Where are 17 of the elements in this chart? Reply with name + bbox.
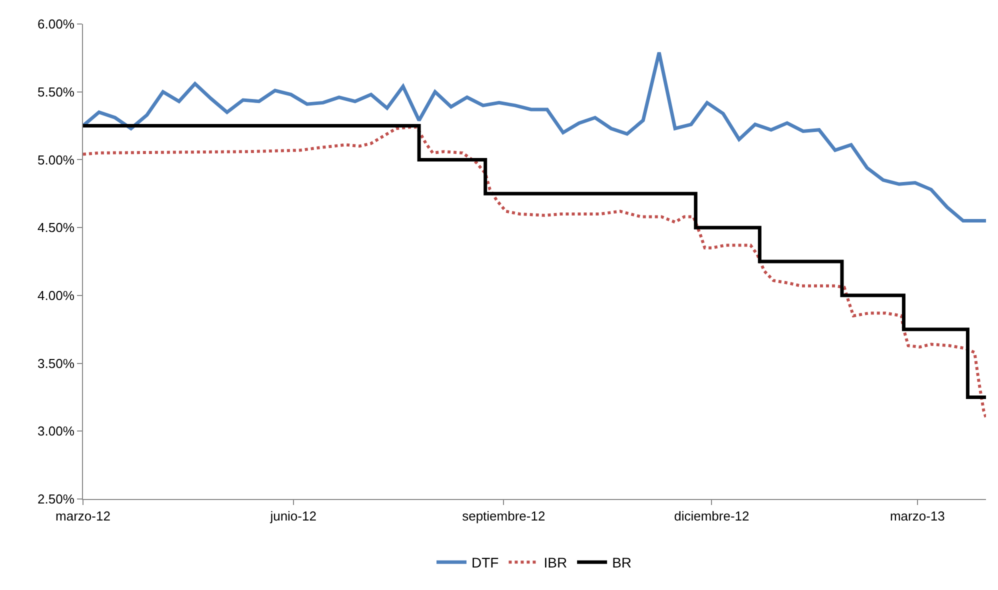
y-tick-label: 5.50% [38, 84, 75, 100]
y-tick-label: 3.50% [38, 356, 75, 371]
y-tick-label: 6.00% [38, 16, 75, 32]
y-tick-label: 4.00% [38, 288, 75, 303]
x-tick-label: marzo-13 [890, 508, 945, 524]
line-series [83, 50, 986, 223]
x-tick-label: junio-12 [269, 508, 316, 524]
y-tick-label: 2.50% [38, 492, 75, 507]
legend-label: DTF [472, 554, 499, 571]
x-tick-label: septiembre-12 [462, 508, 546, 524]
y-tick-label: 4.50% [38, 220, 75, 236]
legend-label: IBR [544, 554, 568, 571]
y-tick-label: 5.00% [38, 152, 75, 168]
x-tick-label: marzo-12 [56, 508, 110, 524]
y-tick-label: 3.00% [38, 424, 75, 439]
x-tick-label: diciembre-12 [674, 508, 750, 524]
legend-label: BR [612, 554, 632, 571]
